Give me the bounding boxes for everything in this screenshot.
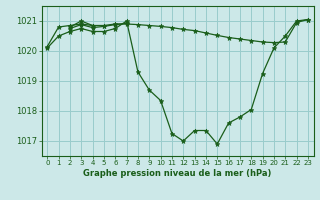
X-axis label: Graphe pression niveau de la mer (hPa): Graphe pression niveau de la mer (hPa) — [84, 169, 272, 178]
